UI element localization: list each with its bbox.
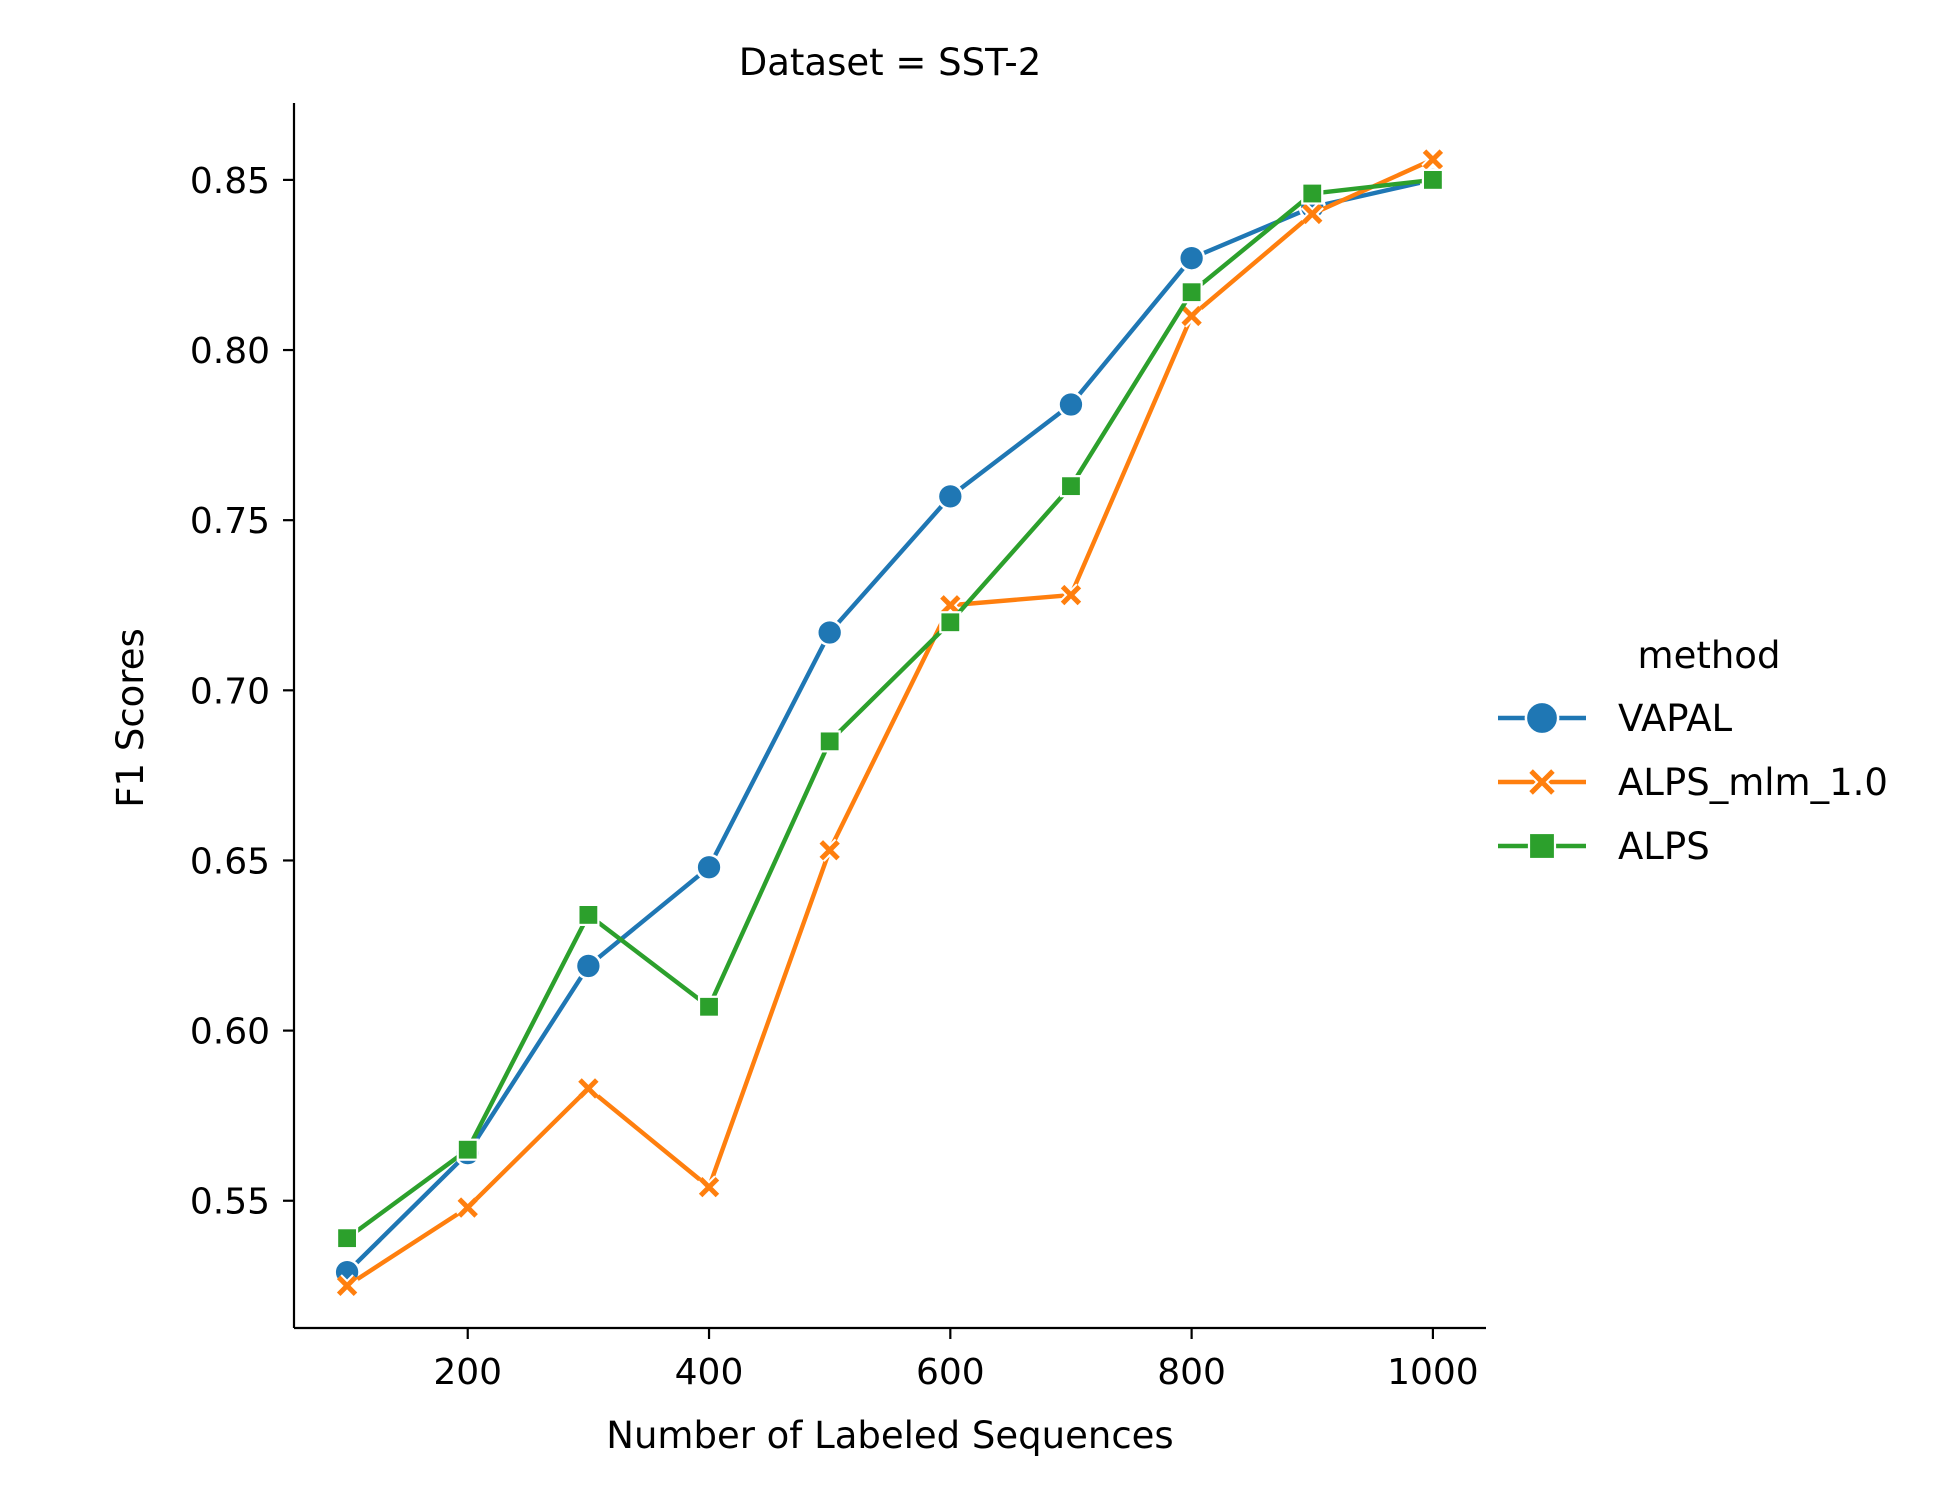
data-point — [1057, 390, 1085, 419]
data-point — [695, 853, 723, 881]
data-point — [576, 1076, 600, 1101]
data-point — [1180, 281, 1203, 304]
data-point — [456, 1138, 479, 1161]
y-tick-label: 0.55 — [190, 1182, 270, 1223]
legend-item: VAPAL — [1498, 697, 1733, 740]
data-point — [1059, 475, 1083, 498]
data-point — [816, 618, 844, 647]
series-ALPS — [335, 168, 1445, 1250]
series-line — [344, 177, 1436, 1275]
data-point — [936, 482, 964, 511]
data-point — [939, 611, 962, 634]
data-point — [1301, 182, 1324, 205]
legend-label: VAPAL — [1618, 697, 1733, 740]
data-point — [1421, 168, 1445, 192]
data-point — [1300, 202, 1324, 226]
series-ALPS_mlm_1.0 — [335, 147, 1445, 1298]
y-tick-label: 0.85 — [190, 161, 270, 202]
y-tick-label: 0.75 — [190, 501, 270, 542]
legend-label: ALPS — [1618, 825, 1710, 868]
data-point — [1180, 304, 1204, 328]
data-point — [818, 730, 841, 753]
y-tick-label: 0.65 — [190, 841, 270, 882]
y-axis-label: F1 Scores — [109, 628, 152, 808]
series-layer — [333, 147, 1447, 1298]
data-point — [456, 1195, 480, 1220]
data-point — [577, 903, 600, 927]
x-tick-label: 1000 — [1387, 1352, 1479, 1393]
data-point — [1059, 583, 1083, 607]
data-point — [697, 1175, 721, 1199]
y-tick-label: 0.70 — [190, 671, 270, 712]
chart-title: Dataset = SST-2 — [739, 41, 1042, 84]
x-tick-label: 600 — [916, 1352, 985, 1393]
legend-marker — [1527, 831, 1557, 861]
legend-label: ALPS_mlm_1.0 — [1618, 761, 1888, 804]
legend-item: ALPS_mlm_1.0 — [1498, 761, 1888, 804]
y-tick-label: 0.80 — [190, 331, 270, 372]
data-point — [1421, 147, 1445, 172]
data-point — [335, 1274, 359, 1298]
x-tick-label: 400 — [675, 1352, 744, 1393]
legend: method VAPAL ALPS_mlm_1.0 ALPS — [1498, 634, 1888, 868]
data-point — [818, 838, 842, 862]
data-point — [574, 952, 603, 980]
series-line — [344, 177, 1436, 1241]
legend-title: method — [1638, 634, 1781, 677]
y-tick-label: 0.60 — [190, 1012, 270, 1053]
x-tick-label: 200 — [433, 1352, 502, 1393]
legend-item: ALPS — [1498, 825, 1710, 868]
legend-marker — [1524, 700, 1560, 736]
x-axis-label: Number of Labeled Sequences — [606, 1414, 1173, 1457]
data-point — [335, 1227, 359, 1250]
x-tick-label: 800 — [1157, 1352, 1226, 1393]
data-point — [697, 995, 721, 1018]
series-line — [344, 157, 1436, 1289]
data-point — [938, 593, 962, 617]
ticks-layer: 200 400 600 800 1000 0.55 0.60 0.65 0.70 0.75 0.80… — [190, 161, 1479, 1393]
axes-layer — [292, 103, 1486, 1330]
data-point — [1177, 244, 1206, 272]
legend-marker — [1527, 767, 1557, 797]
